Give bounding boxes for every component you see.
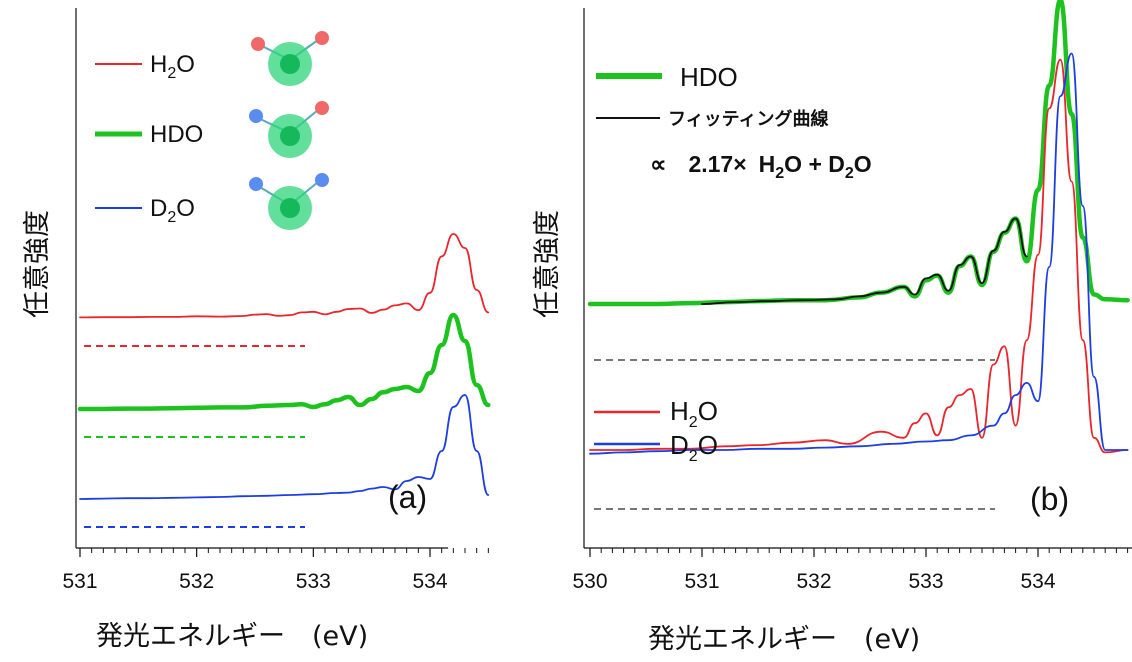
panel-a-curves <box>77 233 491 500</box>
panel-b-baselines <box>594 359 995 510</box>
panel-a-ticks: 531 532 533 534 <box>62 548 489 593</box>
legend-hdo-label: HDO <box>150 121 203 148</box>
panel-b-xtick-label-530: 530 <box>572 570 607 593</box>
legend-b-hdo-label: HDO <box>680 62 738 92</box>
panel-a: 531 532 533 534 H2O HDO D2O <box>22 8 491 652</box>
panel-b-xtick-label-534: 534 <box>1020 570 1055 593</box>
panel-a-baselines <box>84 345 305 528</box>
panel-b-x-label: 発光エネルギー (eV) <box>648 624 920 655</box>
panel-b-ticks: 530 531 532 533 534 <box>572 548 1129 593</box>
panel-a-xtick-label-531: 531 <box>62 570 97 593</box>
fit-formula: ∝ 2.17× H2O + D2O <box>650 151 872 182</box>
panel-a-xtick-label-532: 532 <box>179 570 214 593</box>
panel-b-xtick-label-532: 532 <box>796 570 831 593</box>
legend-b-h2o-label: H2O <box>670 396 718 431</box>
panel-a-series-h2o <box>79 233 490 319</box>
panel-a-x-label: 発光エネルギー (eV) <box>96 621 368 652</box>
panel-b-label: (b) <box>1030 481 1069 517</box>
panel-b: 530 531 532 533 534 HDO フィッティング曲線 ∝ 2.17× H2O … <box>532 0 1132 655</box>
panel-a-series-hdo <box>77 312 491 412</box>
hdo-molecule-icon <box>249 101 329 158</box>
panel-b-series-fit <box>701 217 1028 305</box>
panel-b-curves <box>587 0 1130 455</box>
panel-a-label: (a) <box>388 479 427 515</box>
panel-b-series-h2o <box>589 58 1129 454</box>
legend-h2o-label: H2O <box>150 51 195 82</box>
h2o-molecule-icon <box>251 31 329 86</box>
panel-b-xtick-label-533: 533 <box>908 570 943 593</box>
panel-a-xtick-label-533: 533 <box>296 570 331 593</box>
panel-b-y-label: 任意強度 <box>532 210 563 318</box>
panel-a-xtick-label-534: 534 <box>412 570 447 593</box>
panel-b-legend-top: HDO フィッティング曲線 ∝ 2.17× H2O + D2O <box>596 62 872 182</box>
panel-a-series-d2o <box>79 394 490 500</box>
panel-b-series-d2o <box>589 52 1129 455</box>
d2o-molecule-icon <box>249 173 329 230</box>
panel-a-y-label: 任意強度 <box>22 210 53 318</box>
panel-b-legend-bottom: H2O D2O <box>594 396 718 465</box>
panel-b-xtick-label-531: 531 <box>684 570 719 593</box>
panel-a-legend: H2O HDO D2O <box>95 31 329 230</box>
legend-b-fit-label: フィッティング曲線 <box>668 108 829 130</box>
legend-b-d2o-label: D2O <box>670 430 718 465</box>
legend-d2o-label: D2O <box>150 195 195 226</box>
